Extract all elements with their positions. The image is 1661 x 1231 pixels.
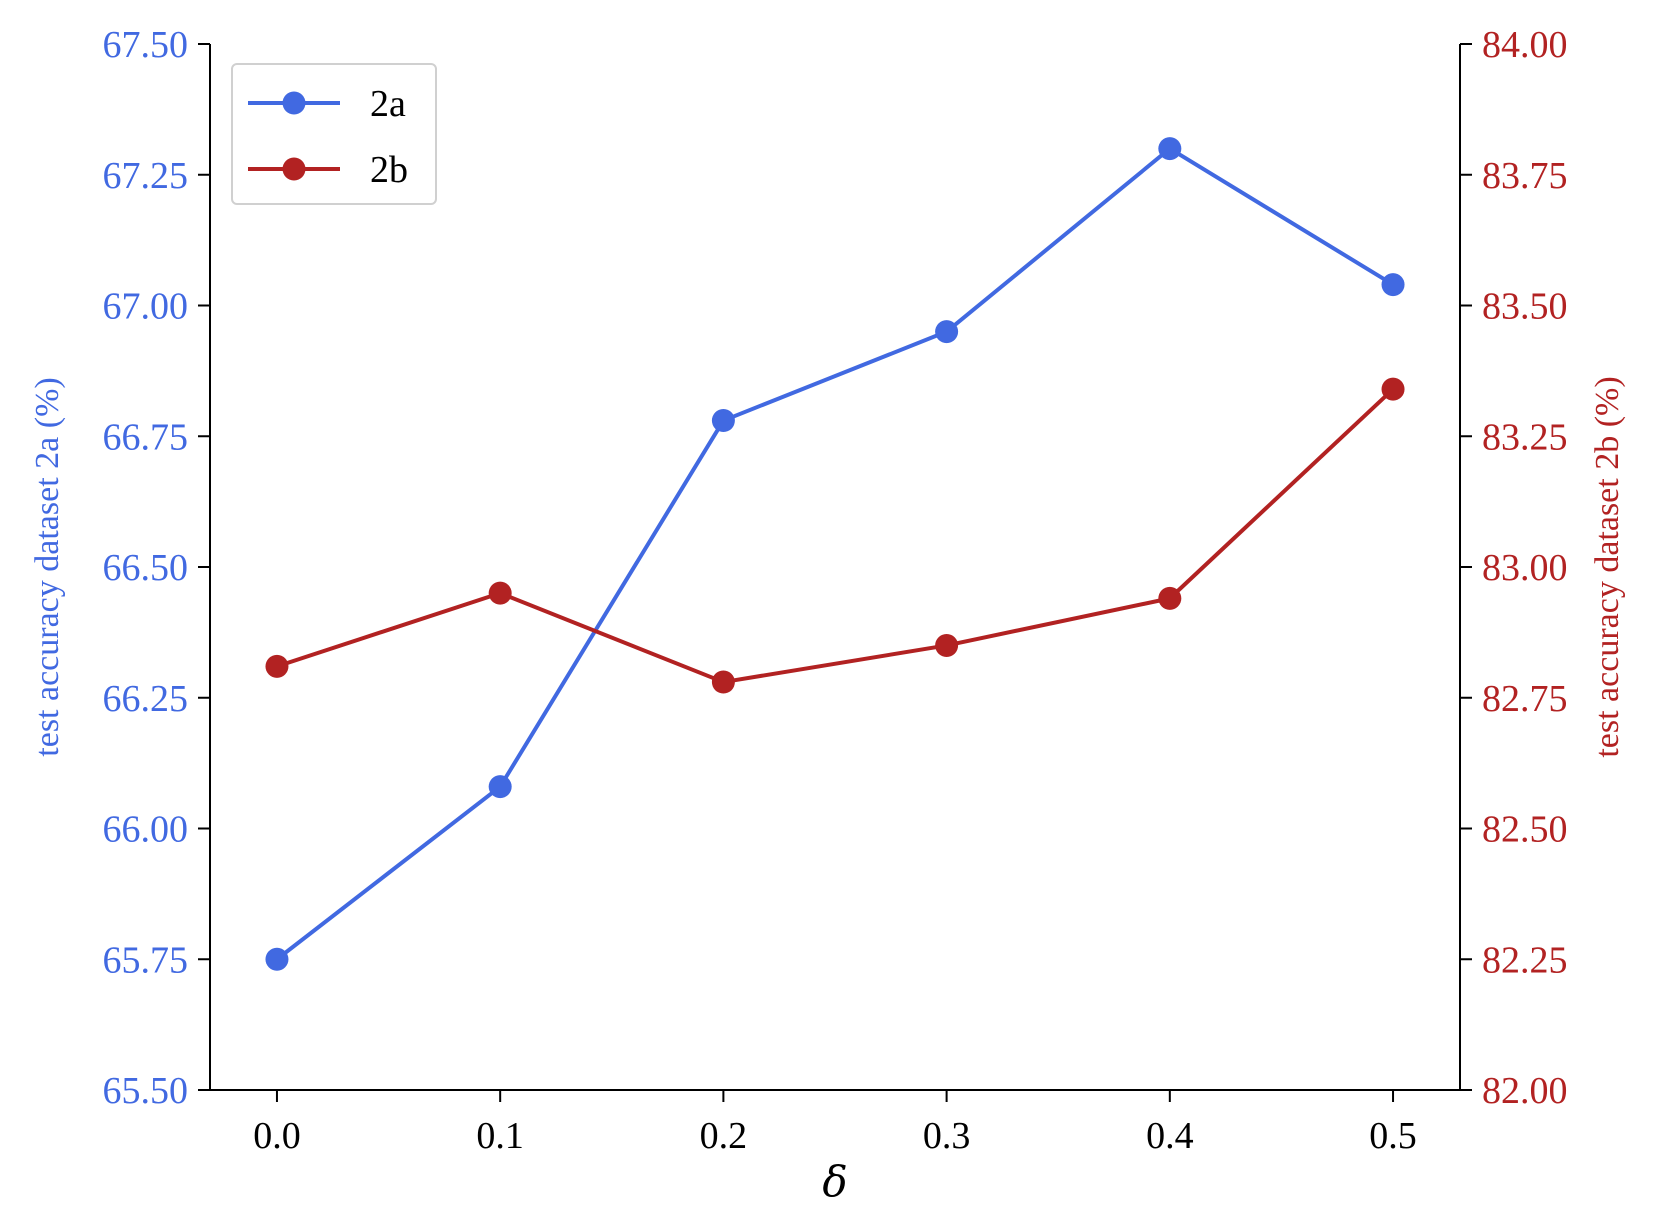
right-y-tick-label: 83.25 — [1482, 416, 1568, 458]
left-y-tick-label: 65.75 — [103, 939, 189, 981]
series-line-2b — [276, 387, 1395, 685]
left-y-tick-label: 66.25 — [103, 678, 189, 720]
series-2b — [265, 377, 1405, 694]
legend-entry-2b: 2b — [248, 149, 408, 191]
left-y-tick-label: 66.50 — [103, 547, 189, 589]
data-point-2a — [1158, 137, 1182, 161]
right-y-tick-label: 82.75 — [1482, 678, 1568, 720]
data-point-2b — [711, 670, 735, 694]
legend-label-2b: 2b — [370, 149, 408, 191]
data-point-2b — [265, 654, 289, 678]
right-y-tick-label: 82.25 — [1482, 939, 1568, 981]
legend-label-2a: 2a — [370, 83, 406, 125]
data-point-2b — [935, 633, 959, 657]
x-tick-label: 0.5 — [1369, 1115, 1417, 1157]
data-point-2a — [265, 947, 289, 971]
left-y-tick-label: 65.50 — [103, 1070, 189, 1112]
legend-entry-2a: 2a — [248, 83, 406, 125]
left-y-tick-label: 67.00 — [103, 286, 189, 328]
right-y-tick-label: 83.50 — [1482, 286, 1568, 328]
left-y-tick-label: 67.25 — [103, 155, 189, 197]
right-y-tick-label: 83.00 — [1482, 547, 1568, 589]
x-axis-title: δ — [822, 1157, 847, 1206]
x-tick-label: 0.2 — [700, 1115, 748, 1157]
series-layer — [265, 137, 1405, 971]
left-y-tick-label: 67.50 — [103, 24, 189, 66]
left-y-tick-label: 66.00 — [103, 809, 189, 851]
legend-marker-2a — [282, 91, 306, 115]
data-point-2b — [1158, 586, 1182, 610]
axes: 0.0 0.1 0.2 0.3 0.4 0.5 65.50 65.75 66.00 66.25 66… — [29, 24, 1626, 1206]
data-point-2a — [935, 320, 959, 344]
right-y-tick-label: 84.00 — [1482, 24, 1568, 66]
legend: 2a 2b — [231, 63, 437, 205]
left-y-tick-label: 66.75 — [103, 416, 189, 458]
x-tick-label: 0.4 — [1146, 1115, 1194, 1157]
left-y-axis-title: test accuracy dataset 2a (%) — [29, 377, 66, 756]
x-tick-label: 0.0 — [253, 1115, 301, 1157]
data-point-2a — [488, 775, 512, 799]
series-2a — [265, 137, 1405, 971]
right-y-tick-label: 82.50 — [1482, 809, 1568, 851]
right-y-tick-label: 83.75 — [1482, 155, 1568, 197]
series-line-2a — [275, 146, 1395, 961]
legend-marker-2b — [282, 157, 306, 181]
x-tick-label: 0.3 — [923, 1115, 971, 1157]
right-y-axis-title: test accuracy dataset 2b (%) — [1589, 376, 1626, 757]
right-y-tick-label: 82.00 — [1482, 1070, 1568, 1112]
data-point-2b — [488, 581, 512, 605]
data-point-2a — [1381, 273, 1405, 297]
data-point-2b — [1381, 377, 1405, 401]
data-point-2a — [711, 409, 735, 433]
x-tick-label: 0.1 — [476, 1115, 524, 1157]
